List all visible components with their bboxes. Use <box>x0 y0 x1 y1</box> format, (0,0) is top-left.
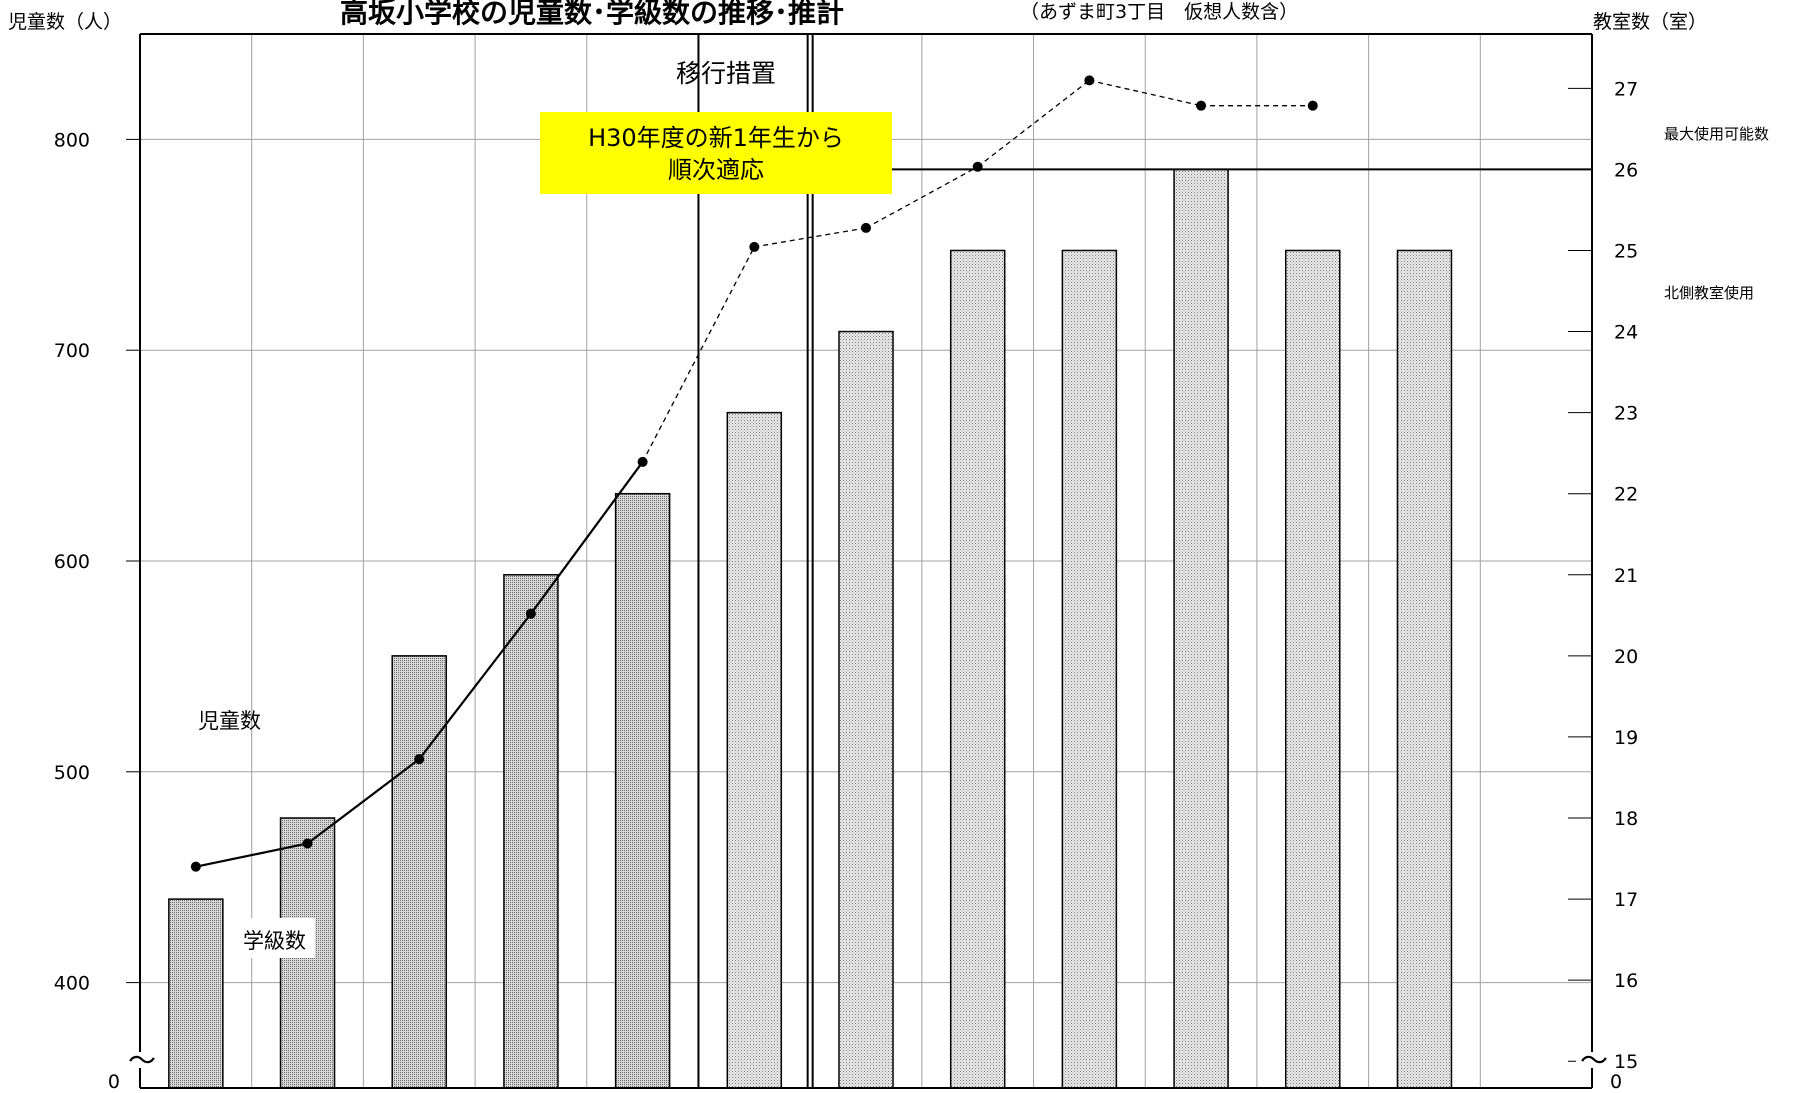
right-tick-label: 15 <box>1614 1051 1638 1073</box>
bar-classes <box>726 411 783 1089</box>
line-segment-students <box>306 758 420 845</box>
line-segment-students <box>754 227 867 248</box>
series-label-classes: 学級数 <box>243 929 306 953</box>
note-line2: 順次適応 <box>668 156 764 184</box>
bar-classes <box>949 249 1006 1089</box>
bar-classes <box>1173 168 1229 1089</box>
bar-classes <box>503 574 559 1089</box>
line-segment-students <box>642 246 755 463</box>
point-students <box>749 241 760 252</box>
point-students <box>190 861 201 872</box>
bar-classes <box>168 898 224 1089</box>
north-room-label: 北側教室使用 <box>1664 284 1754 302</box>
y-left-axis-label: 児童数（人） <box>8 11 122 33</box>
line-segment-students <box>1089 79 1202 107</box>
series-label-classes-bg <box>240 918 315 958</box>
frame-layer <box>139 33 1593 1089</box>
line-segment-students <box>418 613 532 760</box>
note-box <box>540 112 892 194</box>
left-tick-label: 0 <box>108 1071 120 1093</box>
right-tick-label: 16 <box>1614 970 1638 992</box>
left-axis-break-bg <box>124 1052 156 1068</box>
note-line1: H30年度の新1年生から <box>588 124 844 152</box>
line-segment-students <box>195 842 308 868</box>
left-tick-label: 800 <box>54 129 90 151</box>
transition-label: 移行措置 <box>676 59 776 88</box>
bar-classes <box>838 330 894 1089</box>
left-axis-break: ～ <box>128 1044 156 1077</box>
right-tick-label: 17 <box>1614 889 1638 911</box>
chart-subtitle: （あずま町3丁目 仮想人数含） <box>1020 1 1298 23</box>
bar-classes <box>1285 249 1341 1089</box>
tick-layer: 0400500600700800015161718192021222324252… <box>54 78 1638 1093</box>
right-tick-label: 23 <box>1614 403 1638 425</box>
right-tick-label: 19 <box>1614 727 1638 749</box>
right-axis-break-bg <box>1576 1052 1608 1068</box>
point-students <box>1307 100 1318 111</box>
right-tick-label: 22 <box>1614 484 1638 506</box>
right-tick-label: 21 <box>1614 565 1638 587</box>
left-tick-label: 600 <box>54 551 90 573</box>
point-students <box>972 161 983 172</box>
max-usable-label: 最大使用可能数 <box>1664 125 1769 143</box>
point-students <box>637 456 648 467</box>
left-tick-label: 500 <box>54 762 90 784</box>
chart-title: 高坂小学校の児童数･学級数の推移･推計 <box>340 0 844 29</box>
left-tick-label: 400 <box>54 973 90 995</box>
bar-layer <box>168 168 1453 1089</box>
right-tick-label: 26 <box>1614 159 1638 181</box>
right-tick-label: 20 <box>1614 646 1638 668</box>
bar-classes <box>1396 249 1453 1089</box>
point-students <box>525 608 536 619</box>
right-tick-label: 25 <box>1614 240 1638 262</box>
line-segment-students <box>977 79 1090 168</box>
right-tick-label: 18 <box>1614 808 1638 830</box>
point-students <box>414 754 425 765</box>
series-label-students: 児童数 <box>198 709 261 733</box>
point-students <box>861 222 871 233</box>
bar-classes <box>614 492 671 1089</box>
right-tick-label: 27 <box>1614 78 1638 100</box>
right-tick-label: 24 <box>1614 322 1638 344</box>
point-students <box>1084 75 1095 86</box>
point-students <box>302 838 313 849</box>
line-layer <box>190 75 1318 872</box>
bar-classes <box>391 655 447 1089</box>
right-axis-break: ～ <box>1580 1044 1608 1077</box>
line-segment-students <box>865 166 979 229</box>
point-students <box>1196 100 1207 111</box>
right-tick-label: 0 <box>1610 1071 1622 1093</box>
y-right-axis-label: 教室数（室） <box>1593 11 1707 33</box>
bar-classes <box>1061 249 1118 1089</box>
left-tick-label: 700 <box>54 340 90 362</box>
line-segment-students <box>530 461 644 615</box>
